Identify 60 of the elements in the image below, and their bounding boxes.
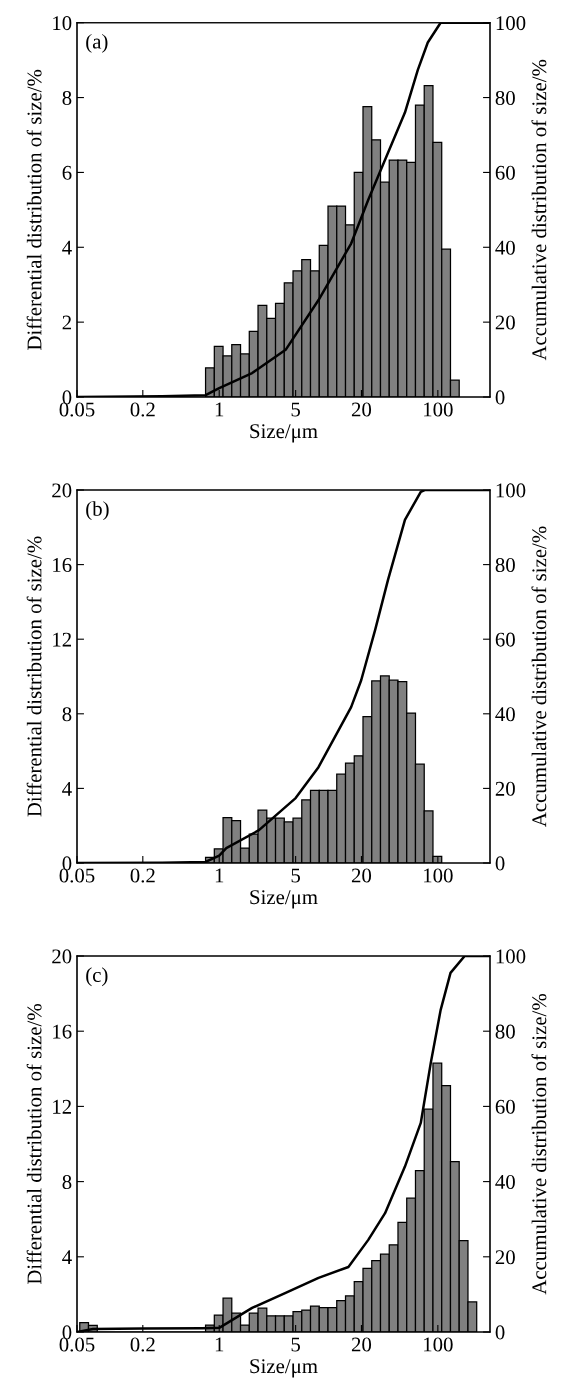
y2-tick-label: 40 [495, 1174, 515, 1190]
y2-tick-label: 100 [496, 949, 526, 964]
annotation: (a) [86, 33, 108, 53]
y2-axis-title: Accumulative distribution of size/% [531, 994, 547, 1295]
y2-tick-label: 80 [495, 90, 515, 105]
y2-tick-label: 100 [496, 16, 526, 31]
y2-tick-label: 0 [495, 856, 505, 871]
y-tick-label: 4 [62, 240, 72, 255]
y2-tick-label: 100 [496, 483, 526, 498]
x-tick-label: 5 [291, 402, 301, 417]
y-tick-label: 8 [62, 90, 72, 105]
x-tick-label: 0.2 [130, 402, 155, 417]
y2-tick-label: 0 [495, 390, 505, 405]
y-tick-label: 6 [62, 165, 72, 180]
annotation: (b) [86, 501, 109, 521]
x-tick-label: 1 [215, 402, 224, 417]
x-tick-label: 100 [424, 868, 453, 883]
y-tick-label: 2 [62, 315, 71, 330]
y2-tick-label: 20 [495, 315, 515, 330]
annotation: (c) [86, 967, 108, 987]
y-tick-label: 10 [53, 16, 72, 31]
x-tick-label: 5 [291, 868, 301, 883]
x-tick-label: 1 [215, 1337, 224, 1352]
x-tick-label: 20 [351, 868, 372, 883]
y-tick-label: 16 [53, 1024, 72, 1039]
x-tick-label: 0.2 [130, 868, 155, 883]
y-axis-title: Differential distribution of size/% [26, 1004, 42, 1285]
y2-tick-label: 60 [495, 632, 515, 647]
x-tick-label: 100 [424, 402, 453, 417]
y-axis-title: Differential distribution of size/% [26, 536, 42, 817]
y2-tick-label: 20 [495, 1250, 515, 1265]
y-tick-label: 8 [62, 1174, 72, 1190]
x-tick-label: 20 [351, 1337, 372, 1352]
y2-tick-label: 20 [495, 781, 515, 796]
y-tick-label: 4 [62, 781, 72, 796]
y-tick-label: 12 [53, 1099, 71, 1114]
x-tick-label: 100 [424, 1337, 453, 1352]
y-tick-label: 12 [53, 632, 71, 647]
y-tick-label: 16 [53, 558, 72, 573]
y2-tick-label: 0 [495, 1325, 505, 1340]
y-tick-label: 20 [52, 949, 72, 964]
x-axis-title: Size/μm [250, 890, 318, 909]
y2-axis-title: Accumulative distribution of size/% [531, 59, 547, 361]
x-axis-title: Size/μm [250, 1359, 318, 1378]
y-tick-label: 4 [62, 1250, 72, 1265]
y2-tick-label: 80 [495, 1024, 515, 1039]
y2-tick-label: 40 [495, 707, 515, 722]
x-axis-title: Size/μm [250, 424, 318, 443]
x-tick-label: 1 [215, 868, 224, 883]
x-tick-label: 5 [291, 1337, 301, 1352]
y-tick-label: 20 [52, 483, 72, 498]
y-axis-title: Differential distribution of size/% [26, 69, 42, 350]
y2-tick-label: 60 [495, 1099, 515, 1114]
y-tick-label: 8 [62, 707, 72, 722]
y2-tick-label: 80 [495, 557, 515, 573]
y2-tick-label: 40 [495, 240, 515, 255]
y2-axis-title: Accumulative distribution of size/% [531, 526, 547, 828]
x-tick-label: 20 [351, 402, 372, 417]
y2-tick-label: 60 [495, 165, 515, 180]
x-tick-label: 0.2 [130, 1337, 155, 1352]
